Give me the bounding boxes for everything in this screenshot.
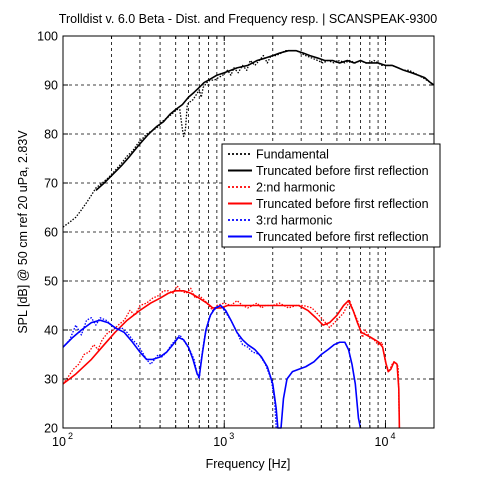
legend-label-4: Truncated before first reflection <box>256 197 429 211</box>
y-tick-label: 70 <box>44 177 58 191</box>
x-tick-label-exponent: 3 <box>229 431 234 441</box>
y-tick-label: 100 <box>37 30 58 44</box>
grid <box>63 36 434 428</box>
x-tick-label-exponent: 4 <box>390 431 395 441</box>
legend-label-1: Fundamental <box>256 148 329 162</box>
y-tick-label: 20 <box>44 422 58 436</box>
y-tick-label: 80 <box>44 128 58 142</box>
y-tick-label: 60 <box>44 226 58 240</box>
chart-title: Trolldist v. 6.0 Beta - Dist. and Freque… <box>59 12 437 26</box>
ticks <box>62 35 435 429</box>
series-line-4 <box>62 290 401 429</box>
legend-box <box>221 143 441 248</box>
x-tick-label: 10 <box>375 435 389 449</box>
y-tick-label: 30 <box>44 373 58 387</box>
x-tick-label: 10 <box>213 435 227 449</box>
y-tick-label: 90 <box>44 79 58 93</box>
series-line-6 <box>62 304 362 429</box>
y-axis-label: SPL [dB] @ 50 cm ref 20 uPa, 2.83V <box>16 130 30 334</box>
legend: Fundamental Truncated before first reflec… <box>221 143 441 248</box>
series-line-3 <box>62 285 401 429</box>
series-line-5 <box>62 304 277 429</box>
legend-label-5: 3:rd harmonic <box>256 214 332 228</box>
x-tick-label-exponent: 2 <box>68 431 73 441</box>
y-tick-label: 50 <box>44 275 58 289</box>
series-line-2 <box>95 49 435 191</box>
x-axis-label: Frequency [Hz] <box>206 457 291 471</box>
legend-label-6: Truncated before first reflection <box>256 230 429 244</box>
series-layer <box>62 49 435 429</box>
legend-label-3: 2:nd harmonic <box>256 181 335 195</box>
legend-label-2: Truncated before first reflection <box>256 164 429 178</box>
x-tick-label: 10 <box>52 435 66 449</box>
y-tick-label: 40 <box>44 324 58 338</box>
